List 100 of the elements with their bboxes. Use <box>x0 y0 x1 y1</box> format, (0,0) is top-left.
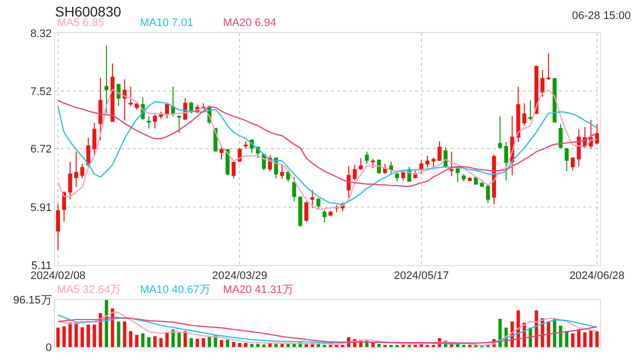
candlestick <box>226 148 230 176</box>
bar <box>244 342 248 348</box>
line-series <box>57 100 598 187</box>
candlestick <box>116 83 121 107</box>
bar <box>286 344 290 348</box>
bar <box>232 342 236 348</box>
candlestick <box>286 170 290 182</box>
bar <box>516 310 520 348</box>
bar <box>577 329 580 348</box>
candlestick <box>304 200 308 222</box>
bar <box>190 338 193 348</box>
bar <box>129 331 132 348</box>
bar <box>583 332 587 348</box>
bar <box>402 344 405 348</box>
candlestick <box>395 172 400 182</box>
y-tick-label: 5.11 <box>31 260 52 272</box>
candlestick <box>534 66 538 115</box>
bar <box>462 344 466 348</box>
candlestick <box>370 158 375 169</box>
candlestick <box>486 184 490 204</box>
candlestick <box>322 210 326 223</box>
candlestick <box>558 124 563 150</box>
bar <box>395 344 399 348</box>
bar <box>340 344 344 348</box>
y-tick-label: 8.32 <box>30 28 52 40</box>
candlestick <box>220 146 224 160</box>
bar <box>177 332 181 348</box>
candlestick <box>328 210 333 216</box>
candlestick <box>128 86 133 107</box>
candlestick <box>588 119 593 150</box>
bar <box>116 321 120 348</box>
candlestick <box>450 151 454 177</box>
candlestick <box>576 128 581 168</box>
series-label: MA5 32.64万 <box>57 284 122 296</box>
candlestick <box>165 103 170 119</box>
bar <box>389 344 393 348</box>
bar <box>256 344 260 348</box>
candlestick <box>110 63 115 122</box>
candlestick <box>570 156 575 171</box>
candlestick <box>389 161 394 174</box>
bar <box>250 344 254 348</box>
bar <box>202 338 206 348</box>
candlestick <box>522 102 526 126</box>
candlestick <box>376 159 381 174</box>
candlestick <box>152 114 157 129</box>
bar <box>86 324 90 348</box>
y-tick-label: 96.15万 <box>13 294 52 307</box>
x-tick-label: 2024/05/17 <box>394 270 449 282</box>
candlestick <box>358 158 363 170</box>
candlestick <box>122 78 127 122</box>
candlestick <box>474 176 478 186</box>
bar <box>135 334 138 348</box>
candlestick <box>438 140 442 162</box>
bar <box>184 331 187 348</box>
candlestick <box>346 166 351 198</box>
bar <box>92 324 96 348</box>
candlestick <box>232 161 236 179</box>
candlestick <box>492 154 496 205</box>
bar <box>565 331 568 348</box>
candlestick <box>86 137 90 169</box>
bar <box>74 321 78 348</box>
bar <box>558 326 562 348</box>
bar <box>334 344 338 348</box>
candlestick <box>352 164 357 181</box>
bar <box>552 318 556 348</box>
candlestick <box>540 70 544 98</box>
candlestick <box>516 86 520 143</box>
candlestick <box>146 116 151 129</box>
bar <box>238 342 242 348</box>
bar <box>196 338 199 348</box>
candlestick <box>310 189 314 208</box>
bar <box>468 344 472 348</box>
text: 06-28 15:00 <box>572 10 631 22</box>
candlestick <box>498 116 502 150</box>
bar <box>56 328 60 348</box>
candlestick <box>292 176 296 202</box>
x-tick-label: 2024/02/08 <box>30 270 86 282</box>
bar <box>408 344 411 348</box>
text: MA10 40.67万 <box>140 284 210 296</box>
bar <box>498 318 502 348</box>
bar <box>122 321 126 348</box>
candlestick <box>98 77 102 141</box>
candlestick <box>104 44 108 114</box>
text: MA20 41.31万 <box>223 284 294 296</box>
bar <box>141 333 144 348</box>
bar <box>80 327 84 348</box>
candlestick <box>546 52 551 81</box>
text: MA10 7.01 <box>140 17 194 29</box>
candlestick <box>431 156 436 168</box>
x-tick-label: 2024/06/28 <box>569 270 624 282</box>
bar <box>159 338 163 348</box>
y-tick-label: 6.72 <box>30 144 52 156</box>
candlestick <box>92 122 96 156</box>
candlestick <box>552 77 557 122</box>
candlestick <box>425 155 430 168</box>
y-tick-label: 5.91 <box>30 202 52 214</box>
candlestick <box>462 173 466 182</box>
candlestick <box>68 161 72 200</box>
candlestick <box>468 176 472 182</box>
bar <box>153 336 157 348</box>
